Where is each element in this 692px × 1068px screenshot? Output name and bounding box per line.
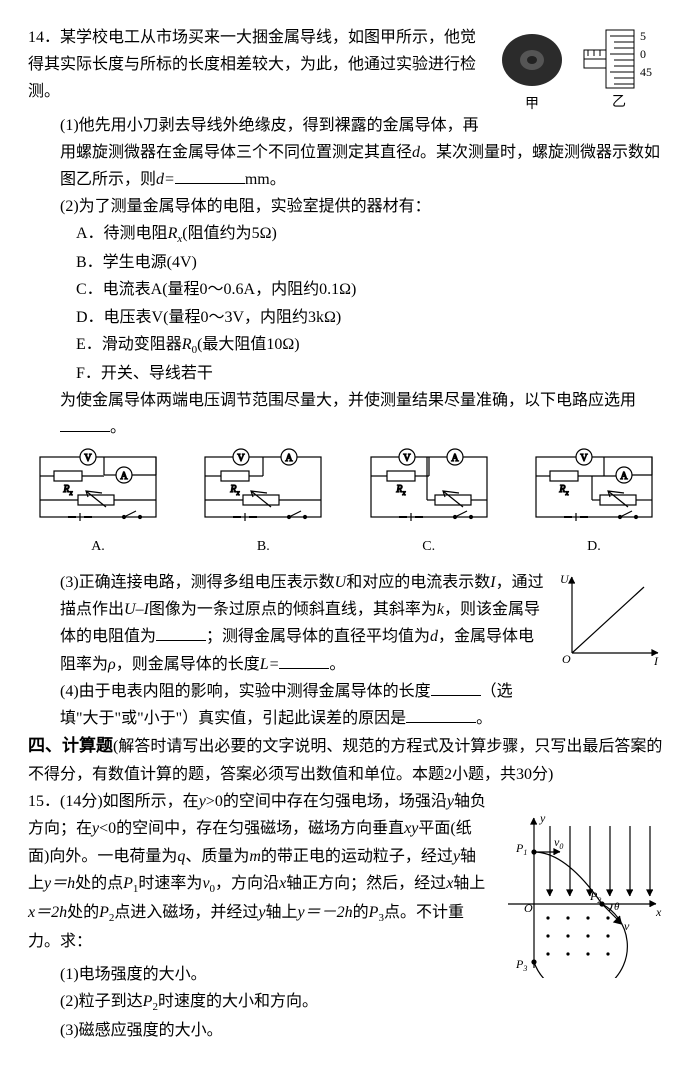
blank-reason	[406, 706, 476, 723]
blank-l	[279, 652, 329, 669]
svg-text:V: V	[580, 453, 588, 464]
blank-r	[156, 624, 206, 641]
q14-item-d: D．电压表V(量程0～3V，内阻约3kΩ)	[28, 304, 664, 331]
q14-p2-end: 为使金属导体两端电压调节范围尽量大，并使测量结果尽量准确，以下电路应选用。	[28, 387, 664, 441]
q14-item-e: E．滑动变阻器R0(最大阻值10Ω)	[28, 331, 664, 360]
q14-part1: (1)他先用小刀剥去导线外绝缘皮，得到裸露的金属导体，再用螺旋测微器在金属导体三…	[28, 112, 664, 194]
svg-text:P3: P3	[515, 957, 527, 973]
svg-text:Rx: Rx	[62, 484, 73, 497]
svg-text:θ: θ	[614, 901, 620, 913]
svg-text:O: O	[562, 652, 571, 666]
q14-part4: (4)由于电表内阻的影响，实验中测得金属导体的长度（选填"大于"或"小于"）真实…	[28, 678, 664, 732]
fig-15: O x y P1 v0 P2 θ v P3	[494, 808, 664, 987]
svg-text:V: V	[238, 453, 246, 464]
blank-d	[175, 167, 245, 184]
q14-item-f: F．开关、导线若干	[28, 360, 664, 387]
fig-14-jia-yi: 甲 5 0 45 乙	[494, 24, 664, 123]
circuit-choices: V A Rx A. V A Rx B. V A Rx C. V A Rx D.	[28, 447, 664, 559]
q15-sub2: (2)粒子到达P2时速度的大小和方向。	[28, 988, 664, 1017]
q14-number: 14．	[28, 29, 60, 46]
svg-text:0: 0	[640, 47, 646, 61]
svg-text:5: 5	[640, 29, 646, 43]
svg-text:甲: 甲	[525, 97, 539, 112]
q14-stem: 某学校电工从市场买来一大捆金属导线，如图甲所示，他觉得其实际长度与所标的长度相差…	[28, 29, 476, 100]
fig-ui-graph: O I U	[554, 569, 664, 678]
section-4-header: 四、计算题(解答时请写出必要的文字说明、规范的方程式及计算步骤，只写出最后答案的…	[28, 732, 664, 788]
q14-part2: (2)为了测量金属导体的电阻，实验室提供的器材有：	[28, 193, 664, 220]
svg-text:Rx: Rx	[395, 484, 406, 497]
svg-text:V: V	[403, 453, 411, 464]
svg-text:v0: v0	[554, 835, 563, 851]
blank-compare	[431, 679, 481, 696]
svg-text:P2: P2	[589, 889, 601, 905]
svg-text:A: A	[120, 471, 128, 482]
q15-sub3: (3)磁感应强度的大小。	[28, 1017, 664, 1044]
svg-text:y: y	[539, 811, 546, 825]
svg-text:V: V	[84, 453, 92, 464]
svg-text:I: I	[653, 654, 659, 668]
choice-a: V A Rx A.	[28, 447, 168, 559]
choice-d: V A Rx D.	[524, 447, 664, 559]
svg-text:v: v	[624, 919, 630, 933]
svg-text:A: A	[451, 453, 459, 464]
svg-text:Rx: Rx	[230, 484, 241, 497]
choice-c: V A Rx C.	[359, 447, 499, 559]
choice-b: V A Rx B.	[193, 447, 333, 559]
svg-text:U: U	[560, 572, 570, 586]
svg-text:Rx: Rx	[558, 484, 569, 497]
svg-text:45: 45	[640, 65, 652, 79]
q14-item-a: A．待测电阻Rx(阻值约为5Ω)	[28, 220, 664, 249]
svg-text:A: A	[286, 453, 294, 464]
svg-text:x: x	[655, 905, 662, 919]
svg-text:P1: P1	[515, 841, 527, 857]
svg-text:A: A	[620, 471, 628, 482]
blank-circuit	[60, 415, 110, 432]
svg-text:乙: 乙	[612, 94, 626, 110]
q14-item-b: B．学生电源(4V)	[28, 249, 664, 276]
svg-text:O: O	[524, 901, 533, 915]
q14-item-c: C．电流表A(量程0～0.6A，内阻约0.1Ω)	[28, 276, 664, 303]
